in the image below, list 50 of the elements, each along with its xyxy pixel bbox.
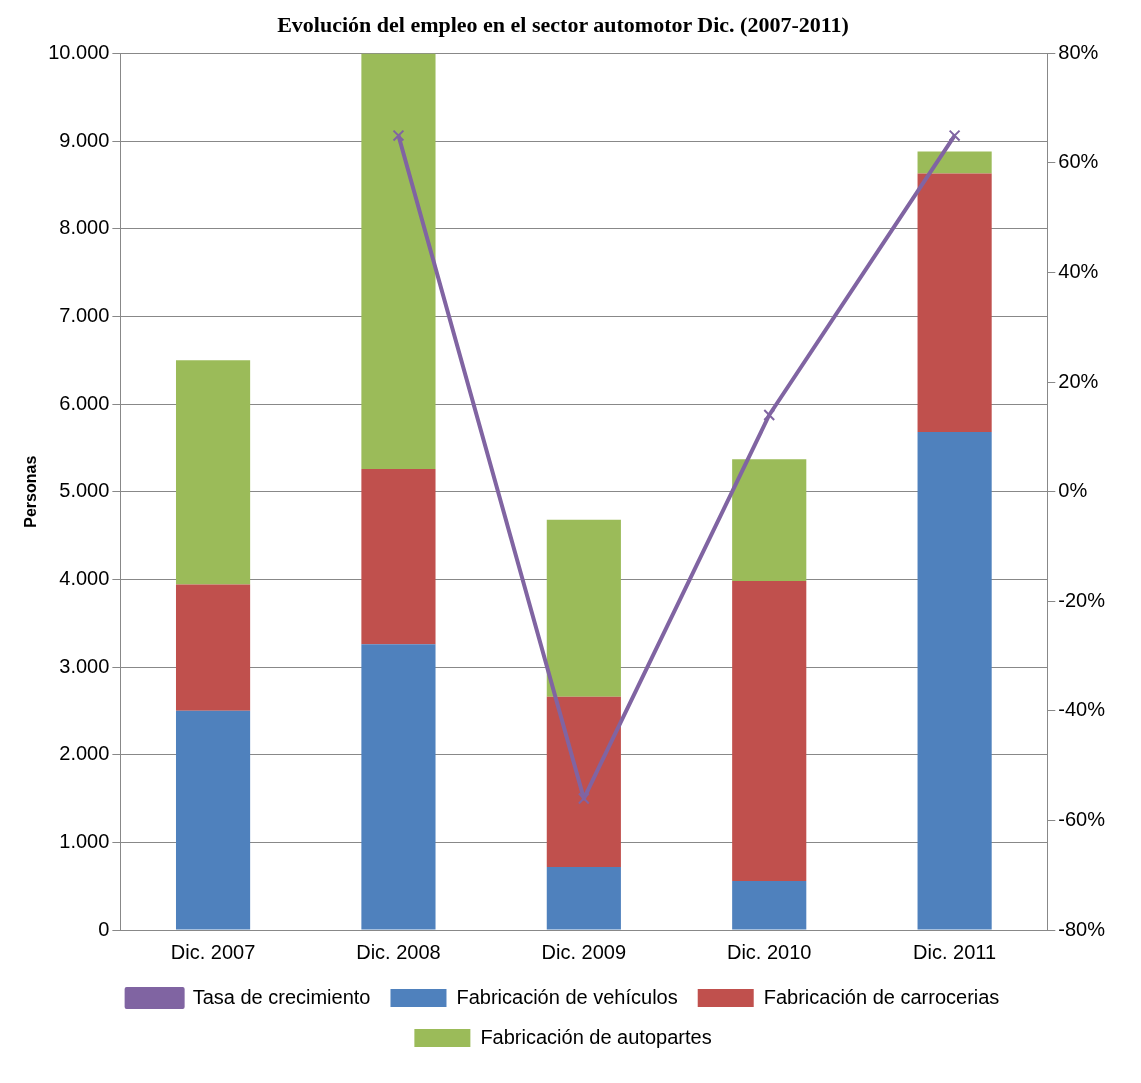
y2-tick-label: 80% [1058, 40, 1099, 63]
y2-tick-label: 0% [1058, 479, 1088, 502]
point [948, 129, 961, 142]
bar [546, 866, 621, 930]
y2-tick-label: -40% [1058, 698, 1106, 721]
bar [361, 53, 436, 469]
bar [732, 459, 807, 582]
y-tick-label: 7.000 [59, 303, 110, 326]
y-tick-label: 6.000 [59, 391, 110, 414]
x-tick-label: Dic. 2008 [356, 940, 441, 963]
legend-label: Fabricación de autopartes [480, 1025, 712, 1048]
bar [361, 468, 436, 645]
y2-tick-label: -80% [1058, 917, 1106, 940]
bar [732, 880, 807, 930]
bar [917, 151, 992, 174]
bar [175, 360, 251, 585]
y-tick-label: 2.000 [59, 742, 110, 765]
y-axis-title: Personas [22, 455, 40, 528]
point [577, 792, 590, 805]
y2-tick-label: 20% [1058, 369, 1099, 392]
x-tick-label: Dic. 2011 [913, 940, 997, 963]
x-tick-label: Dic. 2010 [726, 940, 812, 963]
bar [175, 710, 251, 930]
legend-label: Fabricación de carrocerias [763, 985, 1000, 1008]
bar [361, 644, 436, 930]
x-tick-label: Dic. 2007 [170, 940, 256, 963]
bar [175, 584, 251, 711]
legend-label: Fabricación de vehículos [456, 985, 678, 1008]
y-tick-label: 4.000 [59, 566, 110, 589]
y-tick-label: 9.000 [59, 128, 110, 151]
y2-tick-label: 40% [1058, 260, 1099, 283]
bar [917, 173, 992, 433]
bar [732, 581, 807, 881]
y-tick-label: 3.000 [59, 654, 110, 677]
y2-tick-label: -60% [1058, 807, 1106, 830]
bar [546, 519, 621, 697]
y-tick-label: 10.000 [48, 40, 110, 63]
chart-title: Evolución del empleo en el sector automotor Dic. (2007-2011) [277, 11, 849, 37]
point [763, 409, 776, 421]
point [392, 129, 405, 142]
bar [546, 696, 621, 867]
bar [917, 432, 992, 930]
legend-label: Tasa de crecimiento [192, 985, 371, 1008]
x-tick-label: Dic. 2009 [541, 940, 627, 963]
y2-tick-label: -20% [1058, 588, 1106, 611]
y-tick-label: 5.000 [59, 479, 110, 502]
y2-tick-label: 60% [1058, 150, 1099, 173]
y-tick-label: 0 [98, 917, 110, 940]
y-tick-label: 8.000 [59, 216, 110, 239]
y-tick-label: 1.000 [59, 829, 110, 852]
